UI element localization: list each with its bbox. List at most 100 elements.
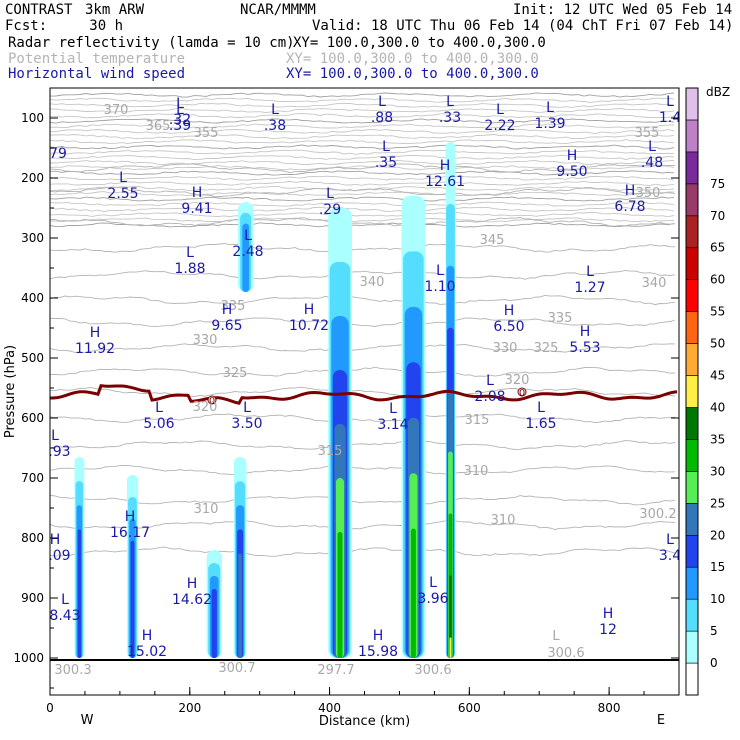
theta-line xyxy=(50,92,675,98)
colorbar-bin xyxy=(685,119,699,153)
theta-line xyxy=(50,180,675,186)
colorbar-tick-label: 15 xyxy=(710,560,725,574)
wind-speed-value: 5.06 xyxy=(143,416,174,432)
wind-speed-value: .48 xyxy=(641,155,663,171)
theta-label: 355 xyxy=(194,126,219,141)
colorbar-bin xyxy=(685,662,699,696)
colorbar-tick-label: 45 xyxy=(710,369,725,383)
field-xy-wind: XY= 100.0,300.0 to 400.0,300.0 xyxy=(286,66,539,82)
wind-speed-value: 9.50 xyxy=(556,164,587,180)
zero-isotherm-line xyxy=(50,384,678,405)
x-tick-label: 400 xyxy=(318,701,341,715)
wind-speed-value: .29 xyxy=(319,202,341,218)
colorbar-tick-label: 35 xyxy=(710,432,725,446)
y-axis-label: Pressure (hPa) xyxy=(3,345,18,438)
wind-extremum-mark: L xyxy=(446,94,454,110)
reflectivity-cell xyxy=(410,528,416,658)
theta-line xyxy=(50,186,675,192)
x-tick-label: 800 xyxy=(598,701,621,715)
wind-extremum-mark: H xyxy=(625,183,636,199)
wind-speed-value: 14.62 xyxy=(172,592,212,608)
wind-speed-value: 15.02 xyxy=(127,644,167,660)
wind-speed-value: 3.4 xyxy=(659,548,681,564)
y-tick-label: 1000 xyxy=(13,651,44,665)
theta-label: 297.7 xyxy=(317,663,354,678)
wind-speed-value: 9.41 xyxy=(181,201,212,217)
theta-line xyxy=(50,494,676,506)
field-label-theta: Potential temperature xyxy=(8,51,186,67)
theta-line xyxy=(50,520,676,530)
theta-label: 310 xyxy=(464,464,489,479)
wind-speed-value: 1.88 xyxy=(174,261,205,277)
theta-line xyxy=(50,222,675,228)
wind-speed-value: 12 xyxy=(599,622,617,638)
reflectivity-cell xyxy=(211,588,217,658)
wind-extremum-mark: L xyxy=(186,245,194,261)
wind-extremum-mark: L xyxy=(176,96,184,112)
colorbar-tick-label: 20 xyxy=(710,528,725,542)
colorbar-frame xyxy=(685,87,699,696)
wind-speed-value: 2.22 xyxy=(484,118,515,134)
colorbar-bin xyxy=(685,343,699,376)
theta-line xyxy=(50,165,675,171)
wind-extremum-mark: H xyxy=(567,148,578,164)
theta-line xyxy=(50,144,675,150)
colorbar-bin xyxy=(685,503,699,536)
theta-line xyxy=(50,366,676,377)
theta-line xyxy=(50,465,676,476)
theta-line xyxy=(50,217,676,227)
theta-label: 300.2 xyxy=(639,507,676,522)
theta-line xyxy=(50,294,676,306)
theta-label: 320 xyxy=(505,373,530,388)
wind-speed-value: 12.61 xyxy=(425,174,465,190)
wind-extremum-mark: H xyxy=(580,324,591,340)
colorbar-tick-label: 30 xyxy=(710,464,725,478)
colorbar-bin xyxy=(685,566,699,600)
theta-label: L xyxy=(552,629,560,644)
theta-line xyxy=(50,149,675,155)
wind-speed-value: 11.92 xyxy=(75,341,115,357)
model-name: CONTRAST xyxy=(5,2,73,18)
theta-label: 345 xyxy=(480,233,505,248)
colorbar-tick-label: 65 xyxy=(710,241,725,255)
wind-extremum-mark: L xyxy=(666,94,674,110)
theta-label: 370 xyxy=(104,103,129,118)
wind-speed-value: .88 xyxy=(371,110,393,126)
theta-line xyxy=(50,139,675,145)
theta-label: 300.6 xyxy=(547,646,584,661)
theta-label: 335 xyxy=(548,311,573,326)
theta-line xyxy=(50,102,675,108)
reflectivity-cells xyxy=(74,142,456,658)
isotherm-label: 0 xyxy=(519,388,525,399)
isotherm-label: 0 xyxy=(209,396,215,407)
theta-line xyxy=(50,206,675,212)
wind-extremum-mark: L xyxy=(176,102,184,118)
axes: 100 200 300 400 500 600 700 800 900 1000 0 200 400 60… xyxy=(3,87,679,729)
colorbar-bin xyxy=(685,87,699,121)
wind-extremum-mark: L xyxy=(666,532,674,548)
y-tick-label: 900 xyxy=(21,591,44,605)
theta-line xyxy=(50,196,675,202)
theta-label: 335 xyxy=(221,299,246,314)
theta-line xyxy=(50,107,675,114)
wind-extremum-mark: L xyxy=(436,263,444,279)
colorbar: 0 5 10 15 20 25 30 35 40 45 50 55 60 65 70 75 dBZ xyxy=(685,85,730,696)
wind-speed-value: 10.72 xyxy=(289,318,329,334)
wind-speed-value: 6.78 xyxy=(614,199,645,215)
wind-speed-value: 1.27 xyxy=(574,280,605,296)
theta-contours xyxy=(50,92,676,557)
colorbar-tick-label: 10 xyxy=(710,592,725,606)
colorbar-tick-label: 60 xyxy=(710,273,725,287)
wind-speed-value: .32 xyxy=(169,112,191,128)
theta-line xyxy=(50,343,676,353)
reflectivity-cell xyxy=(449,575,452,658)
theta-line xyxy=(50,546,676,557)
wind-speed-value: 2.55 xyxy=(107,186,138,202)
wind-speed-value: .33 xyxy=(439,110,461,126)
wind-speed-value: 3.14 xyxy=(377,417,408,433)
wind-extremum-mark: L xyxy=(243,400,251,416)
x-tick-label: 600 xyxy=(458,701,481,715)
colorbar-bin xyxy=(685,471,699,504)
isotherm-label-bg xyxy=(517,387,527,397)
